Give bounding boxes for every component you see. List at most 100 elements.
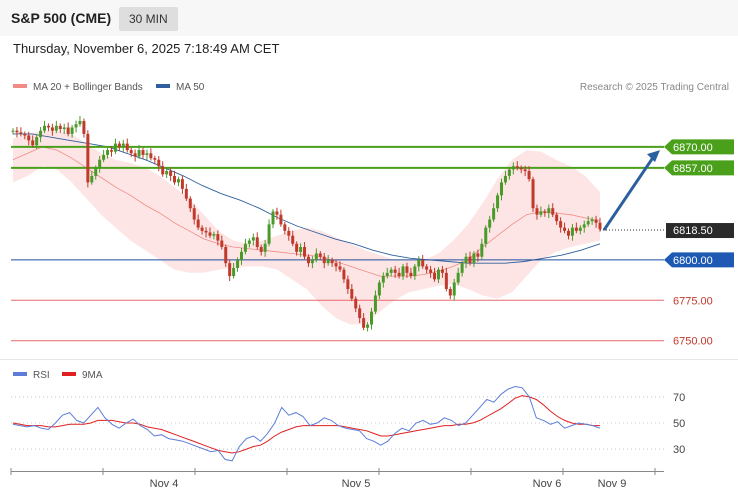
candle-body [176, 179, 180, 183]
candle-body [208, 232, 212, 236]
candle-body [43, 125, 47, 131]
rsi-ma-line [12, 395, 600, 454]
candle-body [70, 127, 74, 134]
candle-body [106, 150, 110, 155]
candle-body [94, 167, 98, 176]
candle-body [263, 243, 267, 252]
candle-body [527, 171, 531, 180]
candle-body [444, 272, 448, 289]
candle-body [279, 214, 283, 225]
candle-body [511, 166, 515, 170]
candle-body [169, 171, 173, 176]
candle-body [358, 308, 362, 319]
candle-body [216, 234, 220, 241]
timeframe-button[interactable]: 30 MIN [119, 7, 178, 31]
candle-body [566, 230, 570, 236]
candle-body [452, 282, 456, 296]
candle-body [377, 282, 381, 296]
candle-body [283, 224, 287, 231]
candle-body [484, 227, 488, 244]
candle-body [563, 227, 567, 231]
candle-body [86, 133, 90, 183]
candle-body [125, 143, 129, 151]
candle-body [507, 169, 511, 176]
candle-body [354, 298, 358, 309]
candle-body [326, 259, 330, 264]
candle-body [574, 227, 578, 231]
candle-body [19, 132, 23, 134]
legend-label: MA 20 + Bollinger Bands [33, 82, 143, 93]
candle-body [137, 150, 141, 157]
price-level-label: 6775.00 [673, 295, 713, 307]
timestamp: Thursday, November 6, 2025 7:18:49 AM CE… [13, 41, 280, 56]
candle-body [236, 259, 240, 268]
candle-body [50, 127, 54, 131]
candle-body [66, 127, 70, 134]
candle-body [555, 214, 559, 222]
candle-body [117, 143, 121, 147]
x-axis-label: Nov 5 [342, 478, 371, 490]
ma20-line [12, 146, 601, 277]
symbol-title: S&P 500 (CME) [11, 10, 112, 26]
candle-body [385, 272, 389, 277]
price-tag-label: 6857.00 [673, 163, 713, 175]
legend-label: 9MA [82, 370, 103, 381]
x-axis-label: Nov 4 [150, 478, 179, 490]
candle-body [224, 247, 228, 264]
rsi-tick-label: 50 [673, 418, 685, 430]
candle-body [11, 130, 15, 132]
candle-body [15, 130, 19, 133]
candle-body [578, 227, 582, 231]
candle-body [188, 198, 192, 209]
candle-body [243, 243, 247, 252]
candle-body [464, 256, 468, 264]
candle-body [393, 269, 397, 273]
candle-body [113, 143, 117, 152]
candle-body [366, 324, 370, 328]
price-tag [666, 223, 734, 239]
candle-body [503, 175, 507, 183]
candle-body [598, 222, 602, 230]
candle-body [180, 179, 184, 189]
candle-body [448, 289, 452, 296]
candle-body [46, 125, 50, 128]
price-level-label: 6750.00 [673, 336, 713, 348]
candle-body [27, 135, 31, 141]
candle-body [145, 153, 149, 155]
projection-arrow [602, 155, 656, 231]
legend-swatch [156, 84, 170, 88]
projection-arrowhead [647, 150, 660, 163]
legend-swatch [62, 372, 76, 376]
candle-body [228, 263, 232, 277]
candle-body [421, 259, 425, 267]
candle-body [98, 159, 102, 168]
candle-body [570, 227, 574, 236]
candle-body [204, 230, 208, 233]
candle-body [543, 211, 547, 214]
candle-body [184, 188, 188, 199]
candle-body [74, 124, 78, 128]
candle-body [314, 253, 318, 260]
candle-body [460, 263, 464, 273]
candle-body [31, 140, 35, 146]
top-bar: S&P 500 (CME) 30 MIN [0, 0, 738, 36]
ma50-line [13, 133, 601, 264]
candle-body [259, 247, 263, 252]
candle-body [39, 130, 43, 138]
rsi-line [12, 385, 601, 462]
candle-body [535, 208, 539, 215]
candle-body [547, 208, 551, 214]
candle-body [291, 235, 295, 244]
candle-body [433, 272, 437, 280]
candle-body [362, 318, 366, 328]
price-tag [664, 139, 734, 155]
candle-body [342, 269, 346, 280]
candle-body [519, 167, 523, 170]
candle-body [318, 253, 322, 257]
candle-body [413, 266, 417, 277]
price-tag-label: 6870.00 [673, 142, 713, 154]
candle-body [425, 266, 429, 270]
candle-body [267, 224, 271, 244]
candle-body [295, 243, 299, 252]
